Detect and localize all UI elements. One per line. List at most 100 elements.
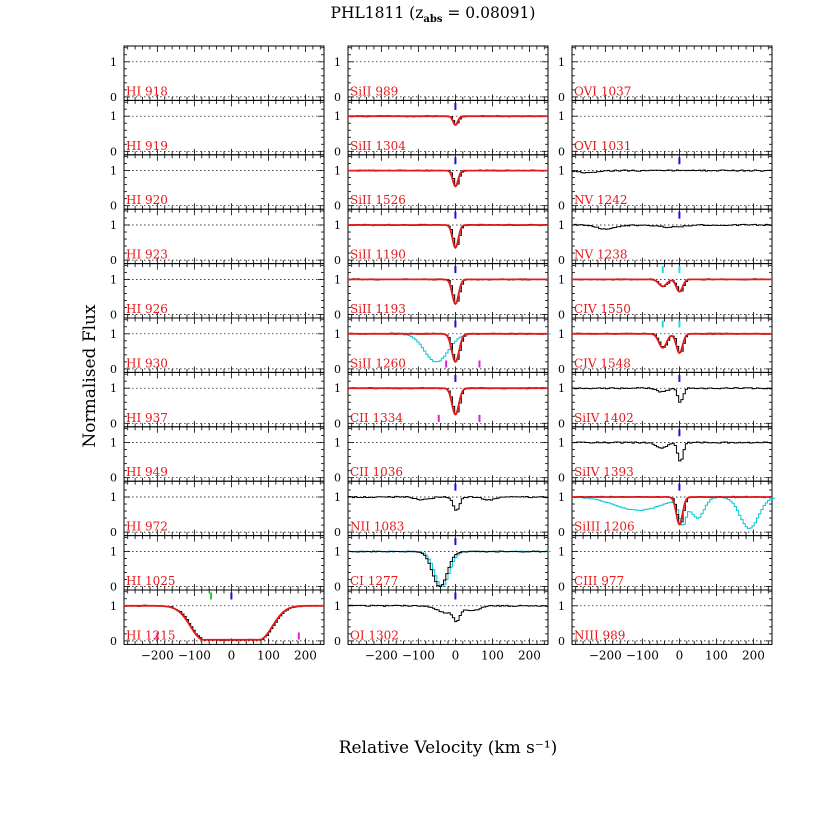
panel-siiv-1402: 0 1 SiIV 1402: [558, 371, 773, 430]
ion-label: HI 937: [126, 411, 168, 425]
model-fit: [572, 278, 772, 293]
model-fit: [348, 169, 548, 188]
model-fit: [572, 496, 772, 526]
x-tick-label: 200: [294, 648, 317, 662]
y-tick-label: 0: [558, 200, 565, 213]
panel-oi-1302: 0 1 −200 −100 0 100 200 OI 1302: [334, 589, 549, 662]
x-tick-label: 0: [228, 648, 236, 662]
y-tick-label: 0: [110, 308, 117, 321]
ion-label: SiIV 1402: [574, 411, 634, 425]
title-sub: abs: [423, 14, 442, 25]
x-tick-label: 100: [481, 648, 504, 662]
y-tick-label: 1: [334, 382, 341, 395]
panel-cii-1334: 0 1 CII 1334: [334, 371, 549, 430]
y-tick-label: 0: [110, 635, 117, 648]
y-tick-label: 1: [558, 56, 565, 69]
panel-hi-972: 0 1 HI 972: [110, 480, 325, 539]
data-spectrum: [572, 169, 772, 174]
panel-hi-918: 0 1 HI 918: [110, 45, 325, 104]
y-tick-label: 1: [110, 219, 117, 232]
panel-nii-1083: 0 1 NII 1083: [334, 480, 549, 539]
y-tick-label: 1: [558, 491, 565, 504]
y-tick-label: 1: [334, 56, 341, 69]
ion-label: CII 1334: [350, 411, 403, 425]
ion-label: CI 1277: [350, 574, 398, 588]
panel-siii-1193: 0 1 SiII 1193: [334, 263, 549, 321]
y-tick-label: 1: [558, 437, 565, 450]
data-spectrum: [348, 223, 548, 248]
panel-grid: 0 1 HI 918 0 1 HI 919 0 1 HI 920 0 1 HI 923 0 1 HI 926…: [110, 45, 775, 662]
ion-label: CIII 977: [574, 574, 624, 588]
y-tick-label: 1: [558, 545, 565, 558]
y-tick-label: 0: [558, 145, 565, 158]
panel-ciii-977: 0 1 CIII 977: [558, 535, 773, 593]
ion-label: SiII 1260: [350, 356, 406, 370]
y-tick-label: 1: [110, 273, 117, 286]
y-tick-label: 1: [110, 165, 117, 178]
panel-siii-1304: 0 1 SiII 1304: [334, 99, 549, 158]
y-tick-label: 0: [334, 308, 341, 321]
panel-hi-930: 0 1 HI 930: [110, 317, 325, 376]
ion-label: NII 1083: [350, 520, 404, 534]
panel-civ-1550: 0 1 CIV 1550: [558, 263, 773, 321]
panel-hi-1025: 0 1 HI 1025: [110, 535, 325, 593]
ion-label: NIII 989: [574, 628, 625, 642]
x-tick-label: 100: [705, 648, 728, 662]
y-tick-label: 1: [558, 273, 565, 286]
panel-niii-989: 0 1 −200 −100 0 100 200 NIII 989: [558, 589, 773, 662]
model-fit: [348, 278, 548, 306]
y-axis-label: Normalised Flux: [80, 304, 100, 448]
data-spectrum: [348, 169, 548, 187]
y-tick-label: 1: [110, 382, 117, 395]
y-tick-label: 0: [558, 526, 565, 539]
y-tick-label: 0: [558, 472, 565, 485]
chart-title: PHL1811 (zabs = 0.08091): [331, 4, 536, 25]
y-tick-label: 0: [558, 363, 565, 376]
x-tick-label: 200: [742, 648, 765, 662]
y-tick-label: 0: [334, 145, 341, 158]
y-tick-label: 0: [110, 526, 117, 539]
y-tick-label: 0: [334, 526, 341, 539]
model-fit: [348, 332, 548, 364]
panel-hi-923: 0 1 HI 923: [110, 208, 325, 267]
y-tick-label: 1: [334, 545, 341, 558]
x-tick-label: −200: [365, 648, 398, 662]
ion-label: SiII 989: [350, 84, 398, 98]
y-tick-label: 1: [334, 273, 341, 286]
panel-siii-1260: 0 1 SiII 1260: [334, 317, 551, 376]
panel-hi-919: 0 1 HI 919: [110, 99, 325, 158]
y-tick-label: 0: [334, 417, 341, 430]
ion-label: CII 1036: [350, 465, 403, 479]
ion-label: NV 1242: [574, 193, 628, 207]
panel-hi-937: 0 1 HI 937: [110, 371, 325, 430]
y-tick-label: 1: [558, 219, 565, 232]
y-tick-label: 1: [334, 437, 341, 450]
y-tick-label: 0: [334, 91, 341, 104]
ion-label: HI 1025: [126, 574, 176, 588]
y-tick-label: 0: [334, 200, 341, 213]
y-tick-label: 0: [558, 254, 565, 267]
y-tick-label: 0: [110, 417, 117, 430]
data-spectrum: [572, 387, 772, 403]
ion-label: OVI 1031: [574, 139, 631, 153]
y-tick-label: 1: [558, 165, 565, 178]
y-tick-label: 0: [110, 363, 117, 376]
ion-label: HI 1215: [126, 628, 176, 642]
y-tick-label: 0: [110, 200, 117, 213]
panel-siii-1526: 0 1 SiII 1526: [334, 154, 549, 213]
y-tick-label: 1: [334, 328, 341, 341]
ion-label: CIV 1550: [574, 302, 631, 316]
data-spectrum: [348, 550, 548, 587]
panel-ovi-1031: 0 1 OVI 1031: [558, 99, 773, 158]
title-suffix: = 0.08091): [442, 4, 535, 22]
y-tick-label: 0: [334, 472, 341, 485]
y-tick-label: 1: [110, 328, 117, 341]
ion-label: HI 930: [126, 356, 168, 370]
y-tick-label: 0: [558, 308, 565, 321]
y-tick-label: 0: [110, 580, 117, 593]
ion-label: HI 923: [126, 248, 168, 262]
y-tick-label: 1: [110, 491, 117, 504]
x-tick-label: −200: [141, 648, 174, 662]
panel-nv-1238: 0 1 NV 1238: [558, 208, 773, 267]
